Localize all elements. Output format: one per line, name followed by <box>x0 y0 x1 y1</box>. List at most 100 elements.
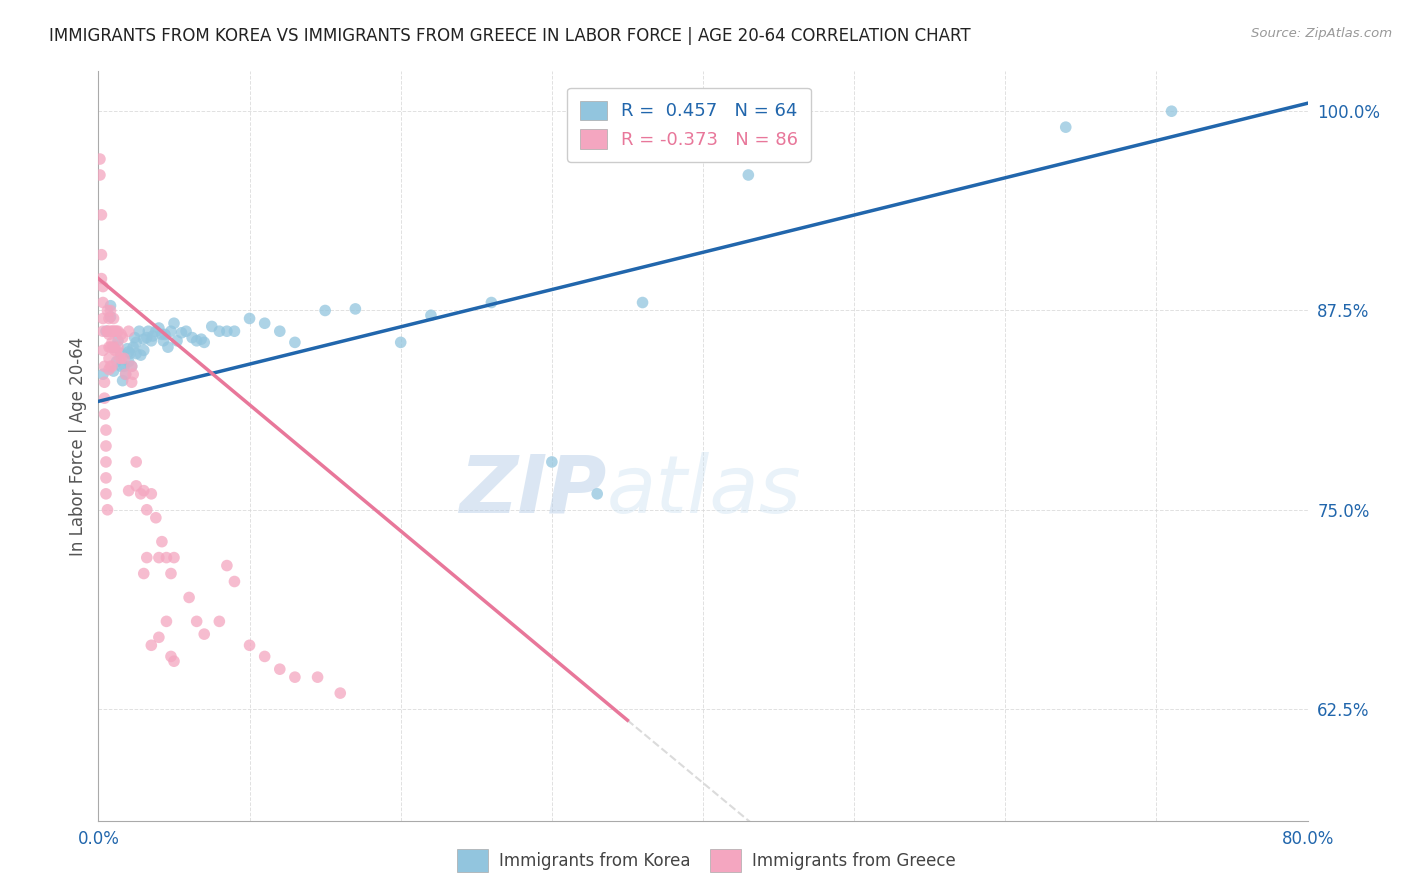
Point <box>186 334 208 348</box>
Point <box>181 330 204 344</box>
Point <box>118 354 141 368</box>
Point <box>132 343 155 358</box>
Point <box>94 471 117 485</box>
Point <box>101 324 124 338</box>
Point <box>118 345 141 359</box>
Point <box>110 327 132 342</box>
Y-axis label: In Labor Force | Age 20-64: In Labor Force | Age 20-64 <box>69 336 87 556</box>
Point <box>122 368 145 382</box>
Point <box>98 362 121 376</box>
Point <box>329 686 352 700</box>
Point <box>100 324 122 338</box>
Point <box>100 299 122 313</box>
Point <box>103 340 125 354</box>
Point <box>1160 104 1182 119</box>
Point <box>121 359 143 374</box>
Point <box>125 346 148 360</box>
Point <box>98 340 121 354</box>
Point <box>93 407 115 421</box>
Point <box>145 324 167 338</box>
Point <box>153 327 176 342</box>
Point <box>103 311 125 326</box>
Point <box>239 638 262 652</box>
Point <box>163 654 186 668</box>
Text: ZIP: ZIP <box>458 452 606 530</box>
Point <box>91 279 114 293</box>
Point <box>105 354 128 368</box>
Point <box>112 351 135 366</box>
Point <box>141 487 163 501</box>
Point <box>107 324 129 338</box>
Point <box>114 368 136 382</box>
Text: Immigrants from Korea: Immigrants from Korea <box>499 852 690 870</box>
Point <box>122 340 145 354</box>
Point <box>93 376 115 390</box>
Point <box>107 340 129 354</box>
Point <box>114 368 136 382</box>
Point <box>129 487 152 501</box>
Point <box>142 329 165 343</box>
Point <box>93 391 115 405</box>
Point <box>90 208 112 222</box>
Point <box>150 534 173 549</box>
Point <box>91 324 114 338</box>
Point <box>481 295 503 310</box>
Point <box>120 346 142 360</box>
Point <box>93 359 115 374</box>
Point <box>135 550 157 565</box>
Point <box>269 662 291 676</box>
Point <box>100 310 122 324</box>
Point <box>141 334 163 348</box>
Point <box>118 483 141 498</box>
Text: atlas: atlas <box>606 452 801 530</box>
Point <box>110 351 132 366</box>
Point <box>125 335 148 350</box>
Point <box>186 615 208 629</box>
Point <box>125 479 148 493</box>
Point <box>89 168 111 182</box>
Point <box>111 330 134 344</box>
Point <box>174 324 197 338</box>
Point <box>160 649 183 664</box>
Point <box>121 359 143 374</box>
Point <box>155 615 177 629</box>
Point <box>110 359 132 374</box>
Point <box>101 359 124 374</box>
Point <box>179 591 201 605</box>
Point <box>121 376 143 390</box>
Point <box>112 359 135 374</box>
Point <box>1054 120 1077 135</box>
Point <box>132 483 155 498</box>
Point <box>98 327 121 342</box>
Point <box>104 324 127 338</box>
Point <box>96 502 118 516</box>
Point <box>193 627 215 641</box>
Point <box>135 330 157 344</box>
Point <box>96 324 118 338</box>
Point <box>111 374 134 388</box>
Point <box>156 340 179 354</box>
Point <box>160 566 183 581</box>
Point <box>94 324 117 338</box>
Point <box>100 303 122 318</box>
Point <box>94 439 117 453</box>
Point <box>148 321 170 335</box>
Point <box>100 359 122 374</box>
Point <box>94 487 117 501</box>
Point <box>110 346 132 360</box>
Point <box>224 574 246 589</box>
Point <box>129 348 152 362</box>
Point <box>170 326 193 340</box>
Text: Source: ZipAtlas.com: Source: ZipAtlas.com <box>1251 27 1392 40</box>
Point <box>389 335 412 350</box>
Point <box>215 558 238 573</box>
Legend: R =  0.457   N = 64, R = -0.373   N = 86: R = 0.457 N = 64, R = -0.373 N = 86 <box>567 88 811 162</box>
Point <box>98 311 121 326</box>
Point <box>124 330 146 344</box>
Point <box>150 327 173 342</box>
Point <box>132 566 155 581</box>
Point <box>269 324 291 338</box>
Point <box>91 311 114 326</box>
Point <box>284 335 307 350</box>
Point <box>253 649 276 664</box>
